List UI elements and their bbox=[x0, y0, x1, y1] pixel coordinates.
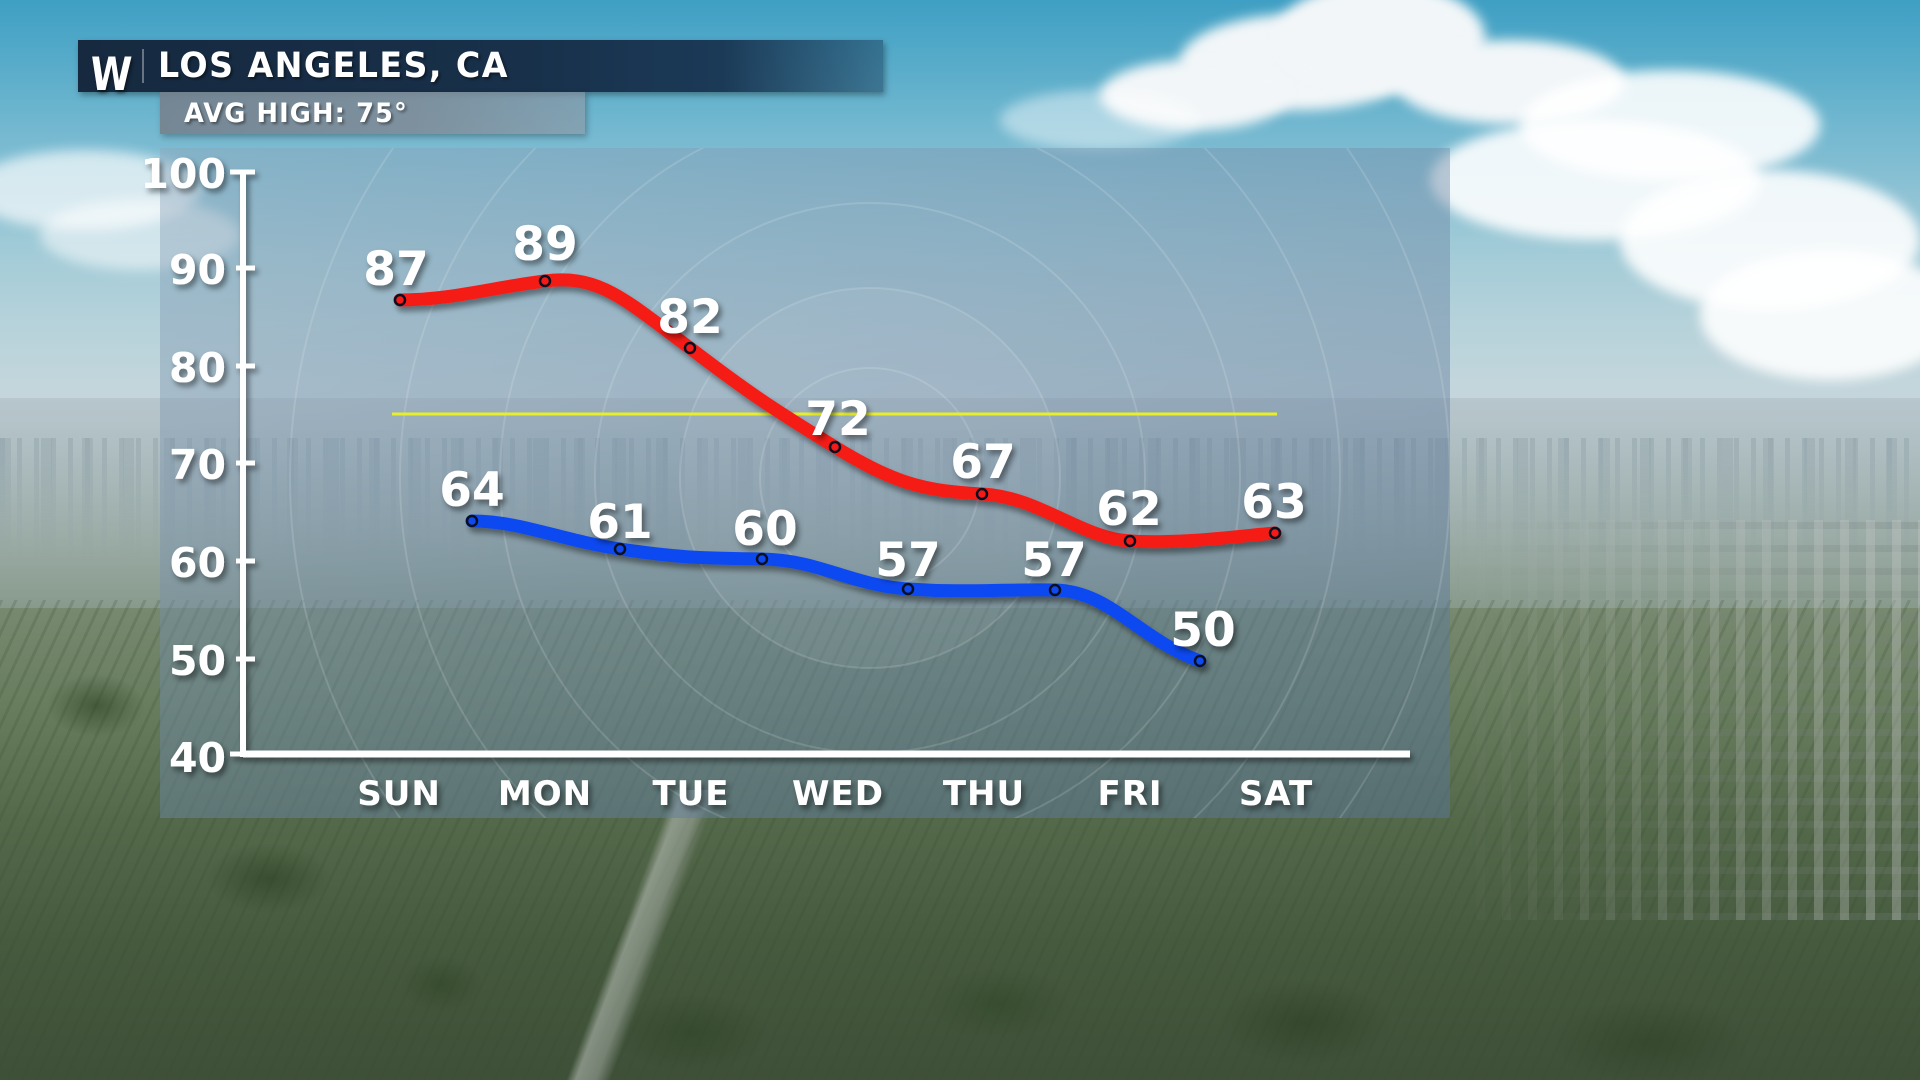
y-tick-50: 50 bbox=[169, 637, 226, 685]
y-tick-70: 70 bbox=[169, 441, 226, 489]
x-tick-fri: FRI bbox=[1097, 774, 1162, 814]
x-tick-mon: MON bbox=[498, 774, 592, 814]
low-label-fri: 57 bbox=[1021, 533, 1086, 588]
y-axis-tick-labels: 100 90 80 70 60 50 40 bbox=[140, 150, 226, 782]
high-label-thu: 67 bbox=[950, 435, 1015, 490]
y-tick-90: 90 bbox=[169, 246, 226, 294]
low-label-tue: 61 bbox=[587, 495, 652, 550]
page-title: LOS ANGELES, CA bbox=[158, 46, 509, 86]
low-label-wed: 60 bbox=[732, 502, 797, 557]
chart-axes bbox=[230, 169, 1410, 758]
title-bar: W LOS ANGELES, CA bbox=[78, 40, 883, 101]
y-tick-60: 60 bbox=[169, 539, 226, 587]
x-tick-thu: THU bbox=[943, 774, 1025, 814]
y-tick-100: 100 bbox=[140, 150, 226, 198]
high-value-labels: 87 89 82 72 67 62 63 bbox=[363, 217, 1306, 537]
x-tick-sun: SUN bbox=[357, 774, 441, 814]
avg-high-label: AVG HIGH: 75° bbox=[184, 97, 409, 129]
y-tick-40: 40 bbox=[169, 734, 226, 782]
x-tick-wed: WED bbox=[792, 774, 884, 814]
x-tick-sat: SAT bbox=[1239, 774, 1313, 814]
high-label-fri: 62 bbox=[1096, 482, 1161, 537]
logo-divider bbox=[142, 49, 144, 83]
high-label-sat: 63 bbox=[1241, 475, 1306, 530]
low-label-sat: 50 bbox=[1170, 603, 1235, 658]
high-label-wed: 72 bbox=[805, 392, 870, 447]
low-label-thu: 57 bbox=[875, 533, 940, 588]
high-temp-series bbox=[393, 273, 1282, 549]
y-tick-80: 80 bbox=[169, 344, 226, 392]
x-axis-tick-labels: SUN MON TUE WED THU FRI SAT bbox=[357, 774, 1313, 814]
low-temp-series bbox=[465, 514, 1207, 668]
high-label-sun: 87 bbox=[363, 242, 428, 297]
high-label-tue: 82 bbox=[657, 290, 722, 345]
low-label-mon: 64 bbox=[439, 463, 504, 518]
low-value-labels: 64 61 60 57 57 50 bbox=[439, 463, 1235, 658]
background-right-buildings bbox=[1450, 520, 1920, 920]
x-tick-tue: TUE bbox=[652, 774, 729, 814]
subtitle-bar: AVG HIGH: 75° bbox=[160, 92, 585, 134]
high-label-mon: 89 bbox=[512, 217, 577, 272]
